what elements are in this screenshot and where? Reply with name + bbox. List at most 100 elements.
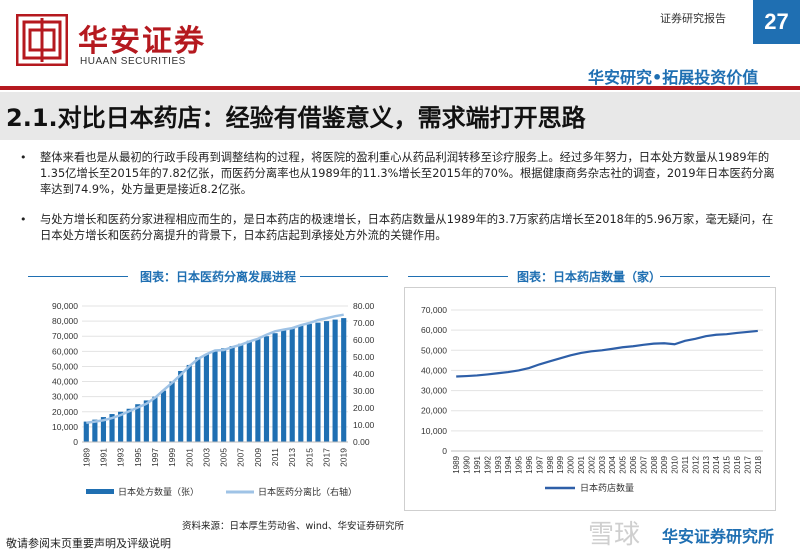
x-tick-label: 2001	[577, 455, 586, 473]
chart-title-rule	[408, 276, 508, 277]
x-tick-label: 2003	[201, 448, 211, 467]
x-tick-label: 2013	[287, 448, 297, 467]
x-tick-label: 1995	[133, 448, 143, 467]
x-tick-label: 2007	[236, 448, 246, 467]
x-tick-label: 1992	[483, 455, 492, 473]
x-tick-label: 2008	[650, 455, 659, 473]
disclaimer-link[interactable]: 敬请参阅末页重要声明及评级说明	[6, 537, 171, 550]
bullet-dot-icon: •	[20, 151, 27, 164]
x-tick-label: 2009	[253, 448, 263, 467]
y-left-tick-label: 60,000	[52, 346, 78, 356]
watermark: 雪球	[588, 520, 641, 550]
bar	[229, 346, 235, 442]
x-tick-label: 2004	[608, 455, 617, 473]
chart-1-title: 图表：日本医药分离发展进程	[140, 270, 297, 284]
y-left-tick-label: 30,000	[52, 392, 78, 402]
bar	[332, 319, 338, 442]
bar	[143, 400, 149, 442]
bar	[246, 340, 252, 442]
chart-2-line: 0 10,000 20,000 30,000 40,000 50,000 60,000 70,…	[421, 305, 763, 493]
y-tick-label: 40,000	[421, 365, 447, 375]
bar	[238, 343, 244, 442]
bar	[203, 354, 209, 442]
y-tick-label: 50,000	[421, 345, 447, 355]
x-tick-label: 1995	[515, 455, 524, 473]
x-tick-label: 2007	[639, 455, 648, 473]
x-tick-label: 1997	[150, 448, 160, 467]
y-right-tick-label: 80.00	[353, 301, 375, 311]
x-tick-label: 2018	[754, 455, 763, 473]
chart-title-rule	[660, 276, 770, 277]
x-tick-label: 1991	[98, 448, 108, 467]
x-tick-label: 1993	[116, 448, 126, 467]
y-tick-label: 30,000	[421, 386, 447, 396]
bullet-text: 整体来看也是从最初的行政手段再到调整结构的过程，将医院的盈利重心从药品利润转移至…	[40, 151, 775, 196]
bar	[169, 381, 175, 442]
chart-2-frame	[404, 287, 776, 511]
x-tick-label: 2017	[322, 448, 332, 467]
bar	[135, 404, 141, 442]
bullet-item: • 整体来看也是从最初的行政手段再到调整结构的过程，将医院的盈利重心从药品利润转…	[20, 150, 780, 198]
brand-name-cn: 华安证券	[78, 24, 206, 59]
x-tick-label: 1990	[463, 455, 472, 473]
document-type: 证券研究报告	[660, 12, 726, 25]
bar	[263, 336, 270, 442]
y-right-tick-label: 10.00	[353, 420, 375, 430]
x-tick-label: 2006	[629, 455, 638, 473]
x-tick-label: 2003	[598, 455, 607, 473]
x-tick-label: 1994	[504, 455, 513, 473]
x-tick-label: 1997	[535, 455, 544, 473]
y-left-tick-label: 90,000	[52, 301, 78, 311]
y-tick-label: 70,000	[421, 305, 447, 315]
chart-title-rule	[300, 276, 388, 277]
bar	[126, 408, 132, 442]
x-tick-label: 2017	[743, 455, 752, 473]
y-right-tick-label: 40.00	[353, 369, 375, 379]
bar	[323, 321, 330, 442]
y-tick-label: 0	[442, 446, 447, 456]
x-tick-label: 1989	[81, 448, 91, 467]
bar	[195, 357, 201, 442]
y-tick-label: 10,000	[421, 426, 447, 436]
bar	[289, 327, 295, 442]
bar	[281, 330, 287, 442]
bullet-dot-icon: •	[20, 213, 27, 226]
tagline: 华安研究•拓展投资价值	[588, 68, 759, 87]
bullet-item: • 与处方增长和医药分家进程相应而生的，是日本药店的极速增长，日本药店数量从19…	[20, 212, 780, 244]
x-tick-label: 1989	[452, 455, 461, 473]
y-left-tick-label: 20,000	[52, 407, 78, 417]
bullet-text: 与处方增长和医药分家进程相应而生的，是日本药店的极速增长，日本药店数量从1989…	[40, 213, 774, 242]
bar	[306, 323, 312, 442]
y-right-tick-label: 50.00	[353, 352, 375, 362]
y-right-tick-label: 70.00	[353, 318, 375, 328]
x-tick-label: 2005	[619, 455, 628, 473]
bar	[186, 364, 192, 442]
legend-label: 日本处方数量（张）	[118, 486, 199, 497]
bar	[272, 333, 278, 442]
y-right-tick-label: 20.00	[353, 403, 375, 413]
chart-title-rule	[28, 276, 128, 277]
page-number: 27	[753, 0, 800, 44]
header-divider	[0, 86, 800, 90]
y-tick-label: 60,000	[421, 325, 447, 335]
x-tick-label: 1999	[556, 455, 565, 473]
x-tick-label: 2000	[567, 455, 576, 473]
bar	[109, 414, 115, 442]
x-tick-label: 1999	[167, 448, 177, 467]
legend-label: 日本药店数量	[580, 482, 634, 493]
source-note: 资料来源：日本厚生劳动省、wind、华安证券研究所	[182, 521, 404, 532]
bar	[221, 348, 227, 442]
x-tick-label: 2001	[184, 448, 194, 467]
bar	[152, 396, 158, 442]
x-tick-label: 2015	[723, 455, 732, 473]
x-tick-label: 2019	[339, 448, 349, 467]
y-right-tick-label: 0.00	[353, 437, 370, 447]
x-tick-label: 1998	[546, 455, 555, 473]
legend-bar-swatch	[86, 489, 114, 494]
y-left-tick-label: 80,000	[52, 316, 78, 326]
bar	[255, 338, 261, 442]
x-tick-label: 2016	[733, 455, 742, 473]
logo-seal-icon	[15, 13, 69, 67]
x-tick-label: 2009	[660, 455, 669, 473]
y-right-tick-label: 30.00	[353, 386, 375, 396]
